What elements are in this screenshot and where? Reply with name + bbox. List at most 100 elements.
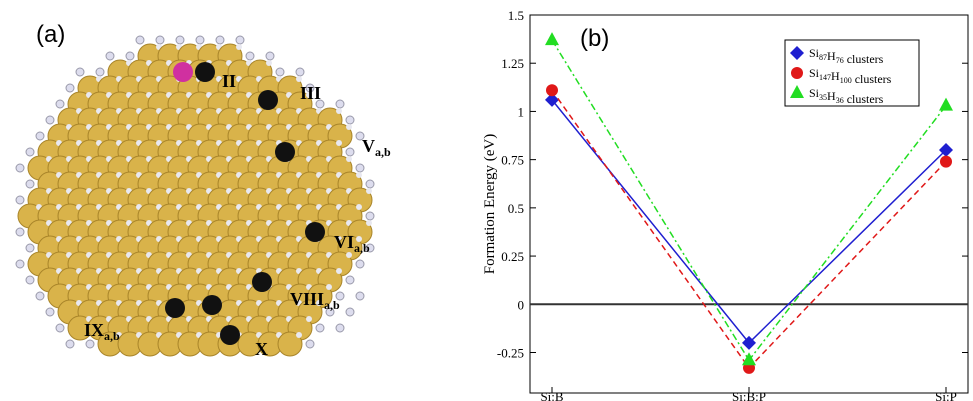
hydrogen-atom [315, 323, 325, 333]
hydrogen-atom [345, 147, 355, 157]
site-name: III [300, 83, 321, 103]
hydrogen-atom [306, 92, 312, 98]
hydrogen-atom [75, 67, 85, 77]
dopant-atom [258, 90, 278, 110]
site-label: III [300, 83, 321, 103]
hydrogen-atom [15, 227, 25, 237]
site-subscript: a,b [104, 329, 120, 343]
hydrogen-atom [346, 124, 352, 130]
data-point [546, 84, 558, 97]
hydrogen-atom [95, 67, 105, 77]
hydrogen-atom [355, 259, 365, 269]
y-axis-label: Formation Energy (eV) [482, 134, 498, 275]
legend-text-part: clusters [844, 52, 884, 66]
legend-text-part: clusters [852, 72, 892, 86]
dopant-atom [165, 298, 185, 318]
hydrogen-atom [356, 236, 362, 242]
y-tick-label: 0.25 [501, 249, 524, 264]
dopant-atom [305, 222, 325, 242]
hydrogen-atom [316, 300, 322, 306]
site-label: IXa,b [84, 320, 120, 343]
hydrogen-atom [365, 211, 375, 221]
dopant-atom [220, 325, 240, 345]
site-subscript: a,b [354, 241, 370, 255]
site-label: VIIIa,b [290, 289, 340, 312]
molecule-image [15, 35, 375, 357]
site-subscript: a,b [375, 145, 391, 159]
hydrogen-atom [296, 332, 302, 338]
hydrogen-atom [35, 131, 45, 141]
dopant-atom [173, 62, 193, 82]
hydrogen-atom [356, 204, 362, 210]
hydrogen-atom [365, 243, 375, 253]
hydrogen-atom [365, 179, 375, 189]
dopant-atom [195, 62, 215, 82]
site-name: X [255, 339, 268, 359]
legend-text-part: 147 [819, 73, 831, 82]
site-label: X [255, 339, 268, 359]
hydrogen-atom [345, 307, 355, 317]
site-name: V [362, 136, 375, 156]
dopant-atom [275, 142, 295, 162]
hydrogen-atom [45, 115, 55, 125]
hydrogen-atom [15, 195, 25, 205]
series-line [551, 89, 947, 370]
dopant-atom [202, 295, 222, 315]
legend-label: Si147H100 clusters [809, 66, 892, 86]
data-point [545, 92, 559, 107]
hydrogen-atom [275, 67, 285, 77]
hydrogen-atom [366, 188, 372, 194]
legend-text-part: Si [809, 86, 820, 100]
hydrogen-atom [85, 339, 95, 349]
legend-text-part: H [827, 49, 836, 63]
site-label: Va,b [362, 136, 391, 159]
dopant-atom [252, 272, 272, 292]
x-tick-label: Si:B:P [732, 389, 766, 401]
legend-text-part: H [831, 69, 840, 83]
legend-marker [790, 85, 804, 98]
y-tick-label: 1 [518, 104, 525, 119]
data-point [939, 97, 953, 111]
y-tick-label: 0 [518, 297, 525, 312]
hydrogen-atom [366, 220, 372, 226]
hydrogen-atom [296, 76, 302, 82]
site-name: VI [334, 232, 354, 252]
hydrogen-atom [15, 259, 25, 269]
hydrogen-atom [346, 156, 352, 162]
series-line [551, 99, 947, 344]
legend-text-part: Si [809, 46, 820, 60]
y-tick-label: -0.25 [497, 346, 524, 361]
hydrogen-atom [215, 35, 225, 45]
panel-label: (b) [580, 25, 609, 52]
hydrogen-atom [355, 131, 365, 141]
hydrogen-atom [125, 51, 135, 61]
legend-marker [790, 46, 804, 60]
hydrogen-atom [266, 60, 272, 66]
legend-text-part: 100 [840, 76, 852, 85]
hydrogen-atom [55, 323, 65, 333]
hydrogen-atom [65, 83, 75, 93]
site-name: IX [84, 320, 104, 340]
hydrogen-atom [306, 316, 312, 322]
hydrogen-atom [305, 339, 315, 349]
x-tick-label: Si:B [540, 389, 563, 401]
panel-label: (a) [36, 21, 65, 48]
site-label: II [222, 71, 236, 91]
silicon-atom [277, 331, 303, 357]
hydrogen-atom [315, 99, 325, 109]
y-tick-label: 0.75 [501, 153, 524, 168]
hydrogen-atom [25, 179, 35, 189]
hydrogen-atom [335, 99, 345, 109]
site-name: VIII [290, 289, 324, 309]
hydrogen-atom [346, 252, 352, 258]
hydrogen-atom [65, 339, 75, 349]
legend-text-part: Si [809, 66, 820, 80]
legend-label: Si87H76 clusters [809, 46, 884, 66]
legend-label: Si35H36 clusters [809, 86, 884, 106]
y-tick-label: 1.25 [501, 56, 524, 71]
hydrogen-atom [336, 108, 342, 114]
x-tick-label: Si:P [935, 389, 957, 401]
hydrogen-atom [355, 291, 365, 301]
y-tick-label: 1.5 [508, 8, 524, 23]
